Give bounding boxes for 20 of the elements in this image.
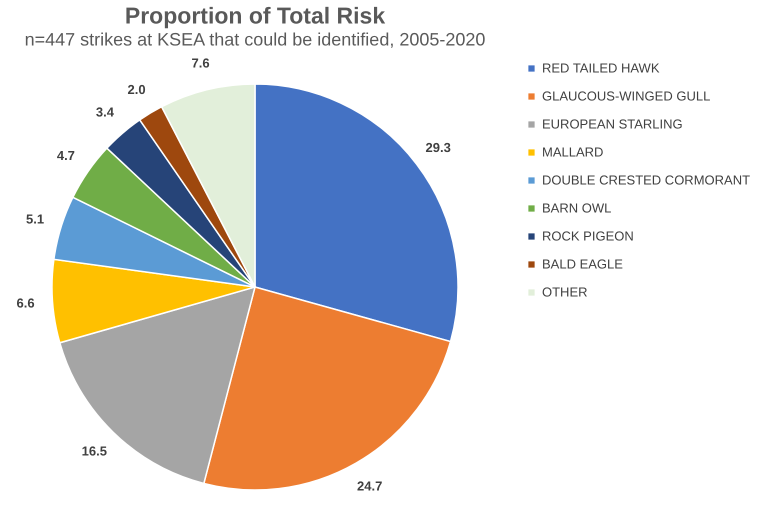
- legend-label: BALD EAGLE: [542, 256, 624, 272]
- legend-label: GLAUCOUS-WINGED GULL: [542, 88, 710, 104]
- data-label: 2.0: [128, 82, 146, 97]
- data-label: 29.3: [426, 140, 451, 155]
- legend-label: BARN OWL: [542, 200, 612, 216]
- data-label: 16.5: [82, 444, 107, 459]
- legend-label: DOUBLE CRESTED CORMORANT: [542, 172, 750, 188]
- data-label: 3.4: [96, 104, 115, 120]
- chart-subtitle: n=447 strikes at KSEA that could be identified, 2005-2020: [24, 30, 486, 50]
- data-label: 7.6: [192, 56, 210, 71]
- legend-label: RED TAILED HAWK: [542, 60, 660, 76]
- legend-label: EUROPEAN STARLING: [542, 116, 683, 132]
- legend-label: ROCK PIGEON: [542, 228, 634, 244]
- data-label: 4.7: [56, 148, 75, 164]
- legend-label: OTHER: [542, 284, 588, 300]
- data-label: 6.6: [16, 295, 35, 310]
- legend-label: MALLARD: [542, 144, 604, 160]
- chart-title: Proportion of Total Risk: [124, 2, 386, 29]
- data-label: 5.1: [26, 212, 44, 227]
- data-label: 24.7: [357, 478, 382, 494]
